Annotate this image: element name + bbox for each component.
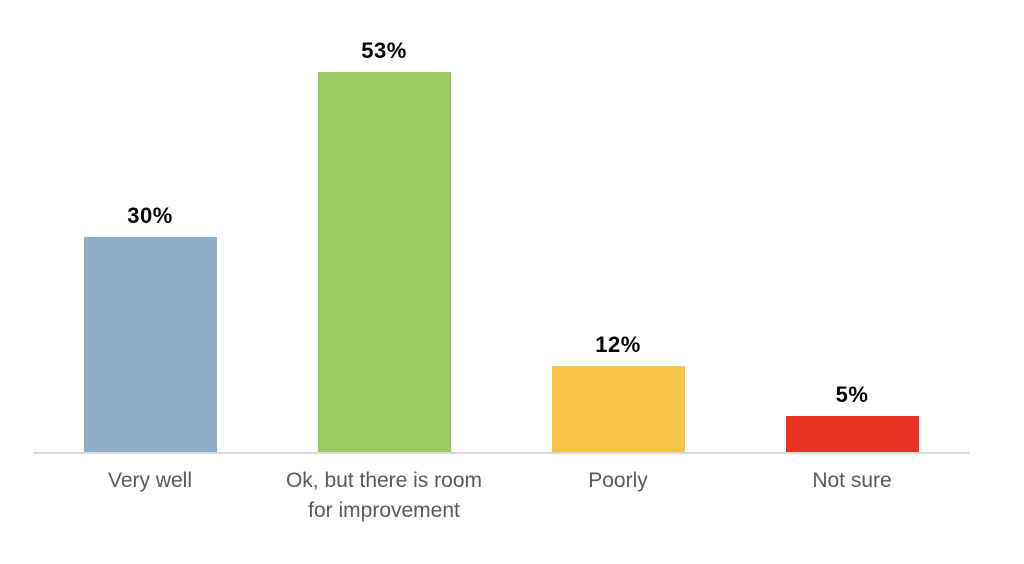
category-label-text: Not sure <box>812 469 892 492</box>
category-label: Ok, but there is room for improvement <box>267 466 501 527</box>
plot-area: 30% 53% 12% 5% <box>33 22 969 454</box>
bar-group: 30% <box>33 203 267 452</box>
bar-group: 5% <box>735 382 969 452</box>
bar-value-label: 30% <box>127 202 173 228</box>
bar <box>551 366 685 452</box>
bar <box>785 416 919 452</box>
category-label: Poorly <box>501 466 735 527</box>
category-label: Very well <box>33 466 267 527</box>
bar <box>83 237 217 452</box>
category-axis: Very well Ok, but there is room for impro… <box>33 466 969 527</box>
bar-group: 12% <box>501 332 735 452</box>
bar-value-label: 5% <box>835 381 869 407</box>
category-label-text: Poorly <box>588 469 648 492</box>
category-label-text: Very well <box>107 469 193 492</box>
bar-value-label: 53% <box>361 37 407 63</box>
bar-value-label: 12% <box>595 331 641 357</box>
bar-group: 53% <box>267 38 501 452</box>
category-label-text: Ok, but there is room for improvement <box>285 469 483 523</box>
bar-chart: 30% 53% 12% 5% Very well Ok, but there is ro… <box>33 22 969 527</box>
bar <box>317 72 451 452</box>
category-label: Not sure <box>735 466 969 527</box>
